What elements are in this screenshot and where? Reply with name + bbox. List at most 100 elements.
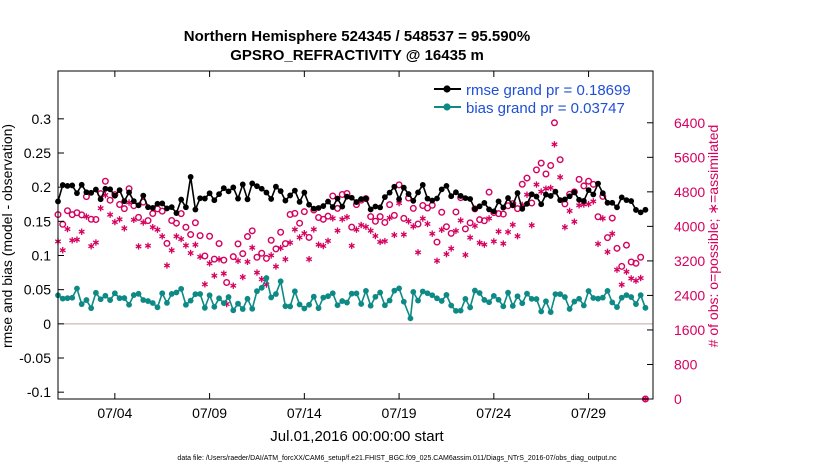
bias-point	[595, 295, 601, 302]
right-tick-label: 5600	[674, 149, 705, 165]
rmse-point	[419, 181, 426, 188]
bias-point	[410, 288, 417, 295]
rmse-point	[576, 196, 582, 203]
assimilated-obs-point	[154, 226, 161, 233]
left-tick-label: 0.1	[32, 248, 52, 264]
rmse-point	[339, 203, 346, 210]
left-tick-label: -0.1	[27, 384, 51, 400]
rmse-point	[604, 199, 611, 206]
x-tick-label: 07/14	[287, 405, 322, 421]
rmse-point	[273, 183, 279, 190]
bias-point	[130, 292, 137, 298]
bias-point	[566, 306, 573, 312]
data-file-footnote: data file: /Users/raeder/DAI/ATM_forcXX/…	[177, 455, 617, 462]
possible-obs-point	[87, 215, 95, 223]
right-tick-label: 3200	[674, 253, 705, 269]
bias-point	[145, 298, 151, 304]
rmse-point	[595, 180, 601, 187]
rmse-point	[159, 200, 166, 207]
bias-point	[348, 290, 355, 297]
rmse-point	[405, 191, 412, 197]
left-tick-label: 0.3	[32, 111, 52, 127]
assimilated-obs-point	[182, 242, 190, 249]
possible-obs-point	[594, 213, 602, 221]
bias-point	[183, 301, 189, 308]
possible-obs-point	[172, 219, 180, 227]
bias-point	[78, 301, 85, 308]
bias-point	[528, 295, 535, 302]
rmse-point	[249, 180, 256, 187]
rmse-point	[111, 192, 118, 199]
rmse-point	[396, 196, 402, 203]
possible-obs-point	[447, 229, 455, 237]
bias-point	[140, 297, 147, 303]
bias-point	[339, 298, 346, 304]
assimilated-obs-point	[239, 273, 246, 281]
assimilated-obs-point	[125, 199, 133, 206]
rmse-point	[462, 195, 469, 202]
possible-obs-point	[371, 217, 379, 225]
rmse-point	[415, 189, 421, 196]
bias-point	[372, 293, 379, 300]
assimilated-obs-point	[305, 256, 313, 263]
possible-obs-point	[206, 232, 214, 240]
bias-point	[159, 290, 166, 297]
assimilated-obs-point	[551, 141, 558, 148]
assimilated-obs-point	[528, 222, 535, 229]
rmse-point	[187, 174, 194, 180]
bias-point	[225, 294, 232, 300]
rmse-point	[216, 191, 222, 198]
possible-obs-point	[499, 210, 507, 218]
possible-obs-point	[149, 210, 157, 218]
rmse-point	[116, 187, 123, 194]
assimilated-obs-point	[367, 227, 374, 234]
assimilated-obs-point	[476, 239, 483, 246]
bias-point	[642, 304, 649, 311]
assimilated-obs-point	[215, 256, 223, 263]
right-tick-label: 6400	[674, 115, 705, 131]
bias-point	[623, 292, 630, 299]
bias-point	[633, 301, 639, 307]
bias-point	[116, 295, 123, 302]
assimilated-obs-point	[220, 270, 227, 277]
bias-point	[552, 291, 559, 298]
assimilated-obs-point	[230, 282, 237, 289]
bias-point	[230, 307, 237, 314]
assimilated-obs-point	[130, 216, 137, 224]
assimilated-obs-point	[192, 241, 199, 248]
bias-point	[149, 300, 156, 306]
rmse-point	[363, 195, 369, 202]
rmse-point	[315, 205, 322, 211]
assimilated-obs-point	[410, 223, 417, 230]
assimilated-obs-point	[362, 223, 370, 231]
possible-obs-point	[381, 218, 389, 226]
legend: rmse grand pr = 0.18699 bias grand pr = …	[434, 82, 631, 117]
possible-obs-point	[386, 201, 394, 209]
bias-point	[434, 295, 440, 302]
possible-obs-point	[613, 244, 621, 252]
rmse-point	[377, 204, 384, 211]
bias-point	[296, 301, 303, 308]
possible-obs-point	[523, 174, 531, 182]
rmse-point	[306, 201, 312, 208]
possible-obs-point	[253, 253, 261, 261]
bias-point	[609, 299, 616, 306]
assimilated-obs-point	[509, 221, 516, 228]
assimilated-obs-point	[253, 269, 261, 276]
assimilated-obs-point	[443, 250, 450, 258]
rmse-point	[509, 202, 516, 209]
rmse-point	[258, 185, 265, 192]
bias-point	[69, 294, 76, 301]
assimilated-obs-point	[533, 181, 540, 188]
possible-obs-point	[223, 278, 231, 286]
bias-point	[614, 304, 620, 311]
possible-obs-point	[433, 238, 441, 246]
rmse-point	[59, 182, 66, 188]
rmse-point	[268, 196, 275, 202]
rmse-point	[476, 203, 483, 210]
assimilated-obs-point	[78, 228, 85, 235]
possible-obs-point	[367, 213, 375, 221]
bias-point	[599, 294, 606, 301]
rmse-point	[448, 193, 455, 200]
rmse-point	[263, 189, 270, 196]
